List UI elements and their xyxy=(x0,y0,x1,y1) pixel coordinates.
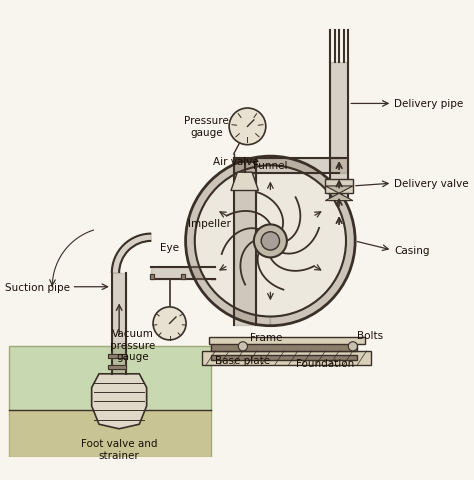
Bar xyxy=(182,275,185,280)
Polygon shape xyxy=(231,173,258,191)
Bar xyxy=(211,342,357,351)
Text: Foot valve and
strainer: Foot valve and strainer xyxy=(81,438,157,460)
Polygon shape xyxy=(112,234,151,274)
Bar xyxy=(108,365,127,370)
Bar xyxy=(108,354,127,359)
Text: Impeller: Impeller xyxy=(188,218,230,228)
Text: Eye: Eye xyxy=(160,243,179,253)
Text: Suction pipe: Suction pipe xyxy=(5,282,70,292)
Circle shape xyxy=(261,232,280,251)
Bar xyxy=(211,355,357,360)
Bar xyxy=(209,337,365,345)
Polygon shape xyxy=(9,347,211,457)
Text: Pressure
gauge: Pressure gauge xyxy=(184,116,228,138)
Text: Bolts: Bolts xyxy=(357,331,383,341)
Circle shape xyxy=(254,225,287,258)
Circle shape xyxy=(153,307,186,340)
Polygon shape xyxy=(325,194,353,201)
Text: Base plate: Base plate xyxy=(215,355,271,365)
Circle shape xyxy=(195,167,346,316)
Bar xyxy=(201,351,371,365)
Text: Delivery pipe: Delivery pipe xyxy=(394,99,464,109)
Bar xyxy=(108,365,127,370)
Text: Air valve: Air valve xyxy=(213,157,258,167)
Circle shape xyxy=(229,109,266,145)
Text: Foundation: Foundation xyxy=(296,358,355,368)
Text: Delivery valve: Delivery valve xyxy=(394,179,469,189)
Text: Vacuum
pressure
gauge: Vacuum pressure gauge xyxy=(110,328,155,361)
Bar xyxy=(108,354,127,359)
Polygon shape xyxy=(9,410,211,457)
Bar xyxy=(150,275,154,280)
Text: Funnel: Funnel xyxy=(253,160,288,170)
Circle shape xyxy=(348,342,357,351)
Bar xyxy=(182,275,185,280)
Text: Frame: Frame xyxy=(250,332,282,342)
Bar xyxy=(150,275,154,280)
Polygon shape xyxy=(186,157,355,326)
Bar xyxy=(325,179,353,194)
Circle shape xyxy=(238,342,247,351)
Polygon shape xyxy=(91,374,146,429)
Polygon shape xyxy=(325,187,353,194)
Text: Casing: Casing xyxy=(394,246,429,255)
